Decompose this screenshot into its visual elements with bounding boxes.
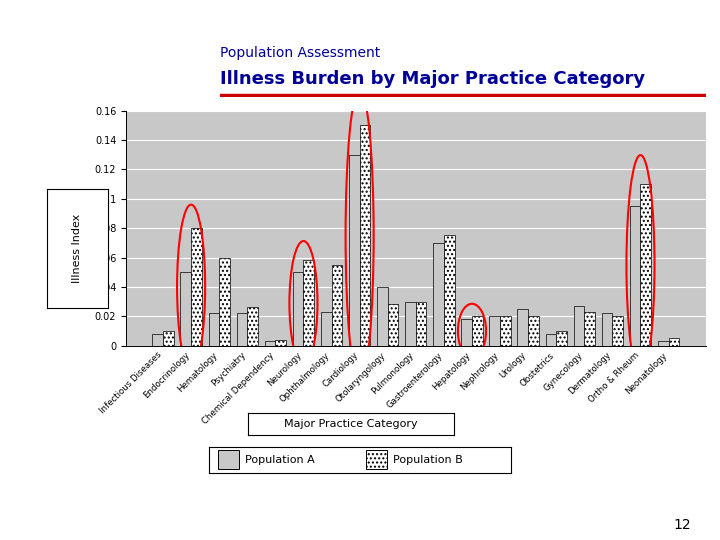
Bar [237, 313, 247, 346]
Text: 12: 12 [674, 518, 691, 532]
Bar [658, 341, 669, 346]
Bar [321, 312, 331, 346]
Bar [613, 316, 623, 346]
Bar [462, 319, 472, 346]
Bar [293, 272, 303, 346]
Bar [265, 341, 275, 346]
Bar [303, 260, 314, 346]
Bar [546, 334, 557, 346]
Bar [405, 301, 416, 346]
Text: Major Practice Category: Major Practice Category [284, 419, 418, 429]
Bar [669, 338, 679, 346]
Bar [349, 155, 359, 346]
Bar [630, 206, 641, 346]
Bar [209, 313, 219, 346]
Bar [557, 331, 567, 346]
Bar [585, 312, 595, 346]
Bar [153, 334, 163, 346]
Bar [641, 184, 651, 346]
Text: Population A: Population A [245, 455, 315, 464]
Bar [377, 287, 387, 346]
Bar [500, 316, 510, 346]
Bar [247, 307, 258, 346]
FancyBboxPatch shape [366, 450, 387, 469]
Bar [416, 301, 426, 346]
Text: Illness Index: Illness Index [73, 214, 82, 283]
Text: Population Assessment: Population Assessment [220, 46, 380, 60]
Bar [602, 313, 613, 346]
Bar [359, 125, 370, 346]
Bar [528, 316, 539, 346]
Bar [518, 309, 528, 346]
Text: Illness Burden by Major Practice Category: Illness Burden by Major Practice Categor… [220, 70, 644, 87]
Bar [181, 272, 191, 346]
Bar [490, 316, 500, 346]
Bar [444, 235, 454, 346]
Bar [387, 305, 398, 346]
Bar [433, 243, 444, 346]
FancyBboxPatch shape [218, 450, 239, 469]
Bar [163, 331, 174, 346]
Text: Population B: Population B [393, 455, 463, 464]
Bar [574, 306, 585, 346]
Bar [219, 258, 230, 346]
Bar [331, 265, 342, 346]
Bar [472, 316, 482, 346]
Bar [191, 228, 202, 346]
Bar [275, 340, 286, 346]
